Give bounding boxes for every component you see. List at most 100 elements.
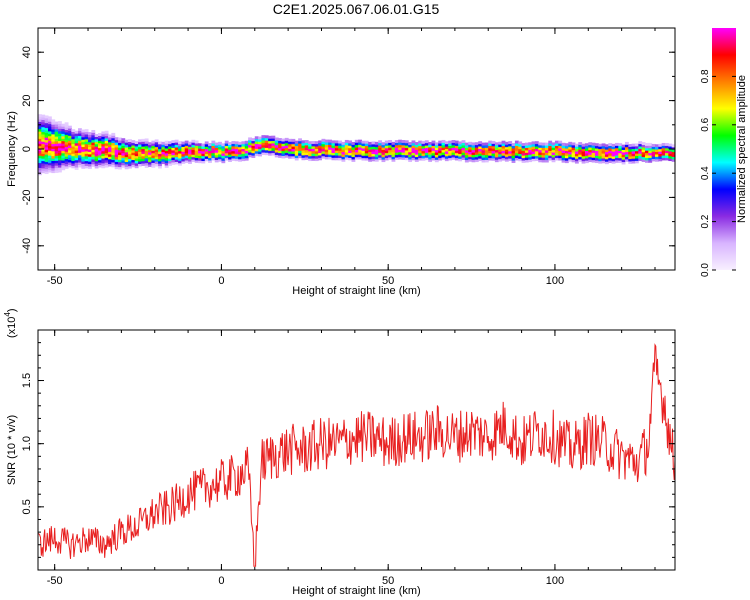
heatmap-cell (478, 158, 483, 162)
heatmap-cell (201, 158, 206, 162)
heatmap-cell (501, 140, 506, 144)
heatmap-cell (664, 142, 669, 146)
heatmap-cell (268, 138, 272, 142)
heatmap-cell (444, 150, 449, 154)
heatmap-cell (624, 149, 629, 153)
heatmap-cell (321, 143, 326, 147)
heatmap-cell (274, 147, 279, 151)
heatmap-cell (334, 152, 339, 156)
heatmap-cell (454, 157, 459, 161)
heatmap-cell (628, 160, 633, 164)
heatmap-cell (651, 158, 656, 162)
heatmap-cell (648, 147, 653, 151)
heatmap-cell (304, 149, 309, 153)
heatmap-cell (311, 150, 316, 154)
heatmap-cell (211, 152, 216, 156)
heatmap-cell (628, 144, 633, 147)
heatmap-cell (61, 133, 66, 137)
heatmap-cell (334, 142, 339, 146)
heatmap-cell (328, 151, 332, 155)
heatmap-cell (101, 158, 106, 161)
heatmap-cell (51, 131, 56, 135)
heatmap-cell (601, 145, 606, 149)
heatmap-cell (434, 147, 439, 151)
heatmap-cell (394, 154, 399, 158)
heatmap-cell (174, 146, 179, 150)
heatmap-cell (131, 157, 136, 161)
heatmap-cell (491, 157, 496, 161)
heatmap-cell (98, 150, 102, 153)
heatmap-cell (491, 148, 496, 152)
y-tick-label: 1.0 (21, 436, 33, 451)
heatmap-cell (284, 142, 289, 146)
heatmap-cell (564, 155, 569, 159)
heatmap-cell (464, 154, 469, 158)
heatmap-cell (331, 150, 336, 153)
heatmap-cell (231, 145, 236, 149)
heatmap-cell (161, 146, 166, 150)
heatmap-cell (244, 157, 249, 161)
heatmap-cell (658, 143, 663, 147)
heatmap-cell (671, 151, 675, 155)
heatmap-cell (484, 149, 489, 153)
heatmap-cell (358, 144, 363, 148)
heatmap-cell (474, 142, 479, 146)
heatmap-cell (54, 150, 59, 154)
heatmap-cell (318, 140, 322, 144)
heatmap-cell (598, 155, 603, 159)
heatmap-cell (621, 159, 626, 163)
heatmap-cell (44, 151, 49, 155)
heatmap-cell (38, 128, 42, 132)
heatmap-cell (574, 143, 579, 147)
heatmap-cell (81, 158, 86, 162)
heatmap-cell (114, 156, 119, 160)
heatmap-cell (271, 135, 276, 139)
heatmap-cell (584, 148, 589, 151)
heatmap-cell (101, 141, 106, 145)
heatmap-cell (668, 158, 673, 162)
heatmap-cell (48, 143, 52, 146)
heatmap-cell (568, 146, 573, 150)
heatmap-cell (608, 155, 613, 159)
heatmap-cell (461, 157, 466, 161)
heatmap-cell (528, 149, 533, 153)
heatmap-cell (361, 157, 366, 161)
heatmap-cell (44, 134, 49, 138)
heatmap-cell (268, 140, 272, 144)
heatmap-cell (41, 165, 46, 169)
heatmap-cell (471, 149, 476, 153)
heatmap-cell (341, 149, 346, 153)
heatmap-cell (381, 159, 386, 163)
heatmap-cell (378, 145, 383, 149)
heatmap-cell (101, 133, 106, 137)
heatmap-cell (101, 162, 106, 166)
heatmap-cell (584, 145, 589, 149)
heatmap-cell (144, 165, 149, 169)
heatmap-cell (154, 139, 159, 143)
heatmap-cell (94, 163, 99, 167)
heatmap-cell (251, 147, 256, 151)
heatmap-cell (601, 157, 606, 161)
heatmap-cell (88, 163, 92, 167)
heatmap-cell (321, 138, 326, 142)
heatmap-cell (421, 148, 426, 152)
heatmap-cell (508, 148, 513, 152)
heatmap-cell (314, 141, 319, 145)
heatmap-cell (241, 153, 246, 157)
heatmap-cell (324, 154, 329, 158)
heatmap-cell (598, 151, 603, 154)
heatmap-cell (148, 149, 152, 153)
heatmap-cell (661, 152, 666, 156)
figure-title: C2E1.2025.067.06.01.G15 (273, 1, 440, 17)
heatmap-cell (361, 152, 366, 156)
heatmap-cell (241, 141, 246, 145)
heatmap-cell (278, 152, 282, 156)
heatmap-cell (38, 148, 42, 151)
heatmap-cell (354, 142, 359, 146)
heatmap-cell (244, 150, 249, 154)
heatmap-cell (544, 149, 549, 153)
heatmap-cell (141, 160, 146, 164)
heatmap-cell (261, 139, 266, 143)
heatmap-cell (211, 145, 216, 149)
